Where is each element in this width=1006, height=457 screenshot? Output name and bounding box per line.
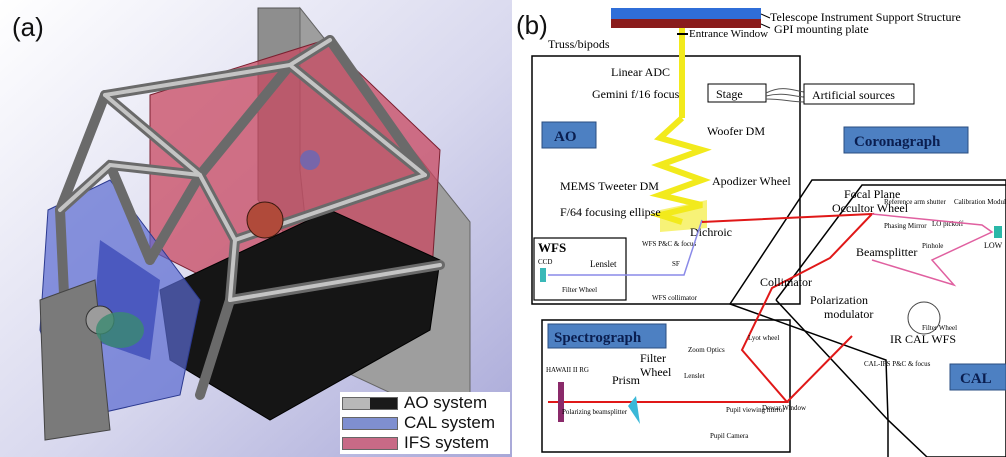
coronagraph-title-box <box>843 126 969 154</box>
science-beam <box>548 212 875 403</box>
ao-enclosure <box>531 55 801 305</box>
gpi-plate-label: GPI mounting plate <box>774 22 869 36</box>
wfs-enclosure <box>533 237 627 301</box>
cal-title-box <box>949 363 1006 391</box>
truss-label: Truss/bipods <box>548 37 610 51</box>
artificial-sources-label: Artificial sources <box>812 88 895 102</box>
cal-title: CAL <box>960 371 992 387</box>
panel-a: (a) AO system CAL system IFS system <box>0 0 512 457</box>
wfs-filter-label: Filter Wheel <box>562 286 597 294</box>
prism-label: Prism <box>612 373 641 387</box>
cal-module-label: Calibration Module <box>954 198 1006 206</box>
spec-filter-label-1: Filter <box>640 351 666 365</box>
low-label: LOW <box>984 241 1003 250</box>
wfs-pc-label: WFS P&C & focus <box>642 240 697 248</box>
lyot-label: Lyot wheel <box>748 334 779 342</box>
woofer-label: Woofer DM <box>707 124 765 138</box>
fpm-label-2: Occultor Wheel <box>832 201 909 215</box>
coronagraph-title: Coronagraph <box>854 134 941 150</box>
wfs-ccd-label: CCD <box>538 258 552 266</box>
gpi-plate-bar <box>611 19 761 28</box>
spec-filter-label-2: Wheel <box>640 365 672 379</box>
pupil-camera-label: Pupil Camera <box>710 432 749 440</box>
spec-lenslet-label: Lenslet <box>684 372 705 380</box>
pol-bs-prism <box>628 396 640 424</box>
legend: AO system CAL system IFS system <box>340 392 510 454</box>
hawaii-label: HAWAII II RG <box>546 366 589 374</box>
panel-b-label: (b) <box>516 10 548 40</box>
wfs-beam <box>548 219 703 276</box>
cad-model-render <box>0 0 512 457</box>
legend-swatch-ifs <box>342 437 398 450</box>
cal-ifs-label: CAL-IFS P&C & focus <box>864 360 931 368</box>
linear-adc-label: Linear ADC <box>611 65 670 79</box>
legend-label-cal: CAL system <box>404 413 496 432</box>
cal-beam <box>871 213 994 287</box>
optical-layout-diagram: Telescope Instrument Support Structure G… <box>531 8 1006 457</box>
wfs-collimator-label: WFS collimator <box>652 294 698 302</box>
legend-label-ao: AO system <box>404 393 488 412</box>
lo-pickoff-label: LO pickoff <box>932 220 964 228</box>
phasing-mirror-label: Phasing Mirror <box>884 222 927 230</box>
cal-filter-label: Filter Wheel <box>922 324 957 332</box>
polarization-label-1: Polarization <box>810 293 868 307</box>
spectrograph-enclosure <box>541 319 791 453</box>
pupil-mirror-label: Pupil viewing mirror <box>726 406 785 414</box>
collimator-label: Collimator <box>760 275 812 289</box>
hawaii-detector <box>558 382 564 422</box>
beamsplitter-label: Beamsplitter <box>856 245 917 259</box>
gemini-focus-label: Gemini f/16 focus <box>592 87 680 101</box>
ao-title-box <box>541 121 597 149</box>
apodizer-label: Apodizer Wheel <box>712 174 791 188</box>
zoom-label: Zoom Optics <box>688 346 725 354</box>
legend-label-ifs: IFS system <box>404 433 490 452</box>
entrance-window-label: Entrance Window <box>689 28 768 40</box>
tiss-label: Telescope Instrument Support Structure <box>770 10 961 24</box>
low-sensor <box>994 226 1002 238</box>
mems-label: MEMS Tweeter DM <box>560 179 659 193</box>
wfs-title: WFS <box>538 240 566 255</box>
dichroic-label: Dichroic <box>690 225 732 239</box>
stage-label: Stage <box>716 87 743 101</box>
tiss-bar <box>611 8 761 19</box>
wfs-lenslet-label: Lenslet <box>590 259 617 269</box>
wfs-sf-label: SF <box>672 260 680 268</box>
polarization-label-2: modulator <box>824 307 873 321</box>
ao-beam-vertical <box>679 28 685 118</box>
fpm-label-1: Focal Plane <box>844 187 900 201</box>
pol-bs-label: Polarizing beamsplitter <box>562 408 628 416</box>
coronagraph-enclosure <box>728 179 1006 457</box>
ao-title: AO <box>554 129 577 145</box>
ref-shutter-label: Reference arm shutter <box>884 198 946 206</box>
wfs-ccd <box>540 268 546 282</box>
panel-a-label: (a) <box>12 12 44 42</box>
dewar-label: Dewar Window <box>762 404 807 412</box>
ellipse-label: F/64 focusing ellipse <box>560 205 661 219</box>
pinhole-label: Pinhole <box>922 242 943 250</box>
panel-b: Telescope Instrument Support Structure G… <box>512 0 1006 457</box>
artificial-sources-box <box>803 83 915 105</box>
spectrograph-title: Spectrograph <box>554 330 642 346</box>
spectrograph-title-box <box>547 323 667 349</box>
legend-swatch-cal <box>342 417 398 430</box>
ir-cal-wfs-label: IR CAL WFS <box>890 332 956 346</box>
legend-swatch-ao <box>342 397 398 410</box>
